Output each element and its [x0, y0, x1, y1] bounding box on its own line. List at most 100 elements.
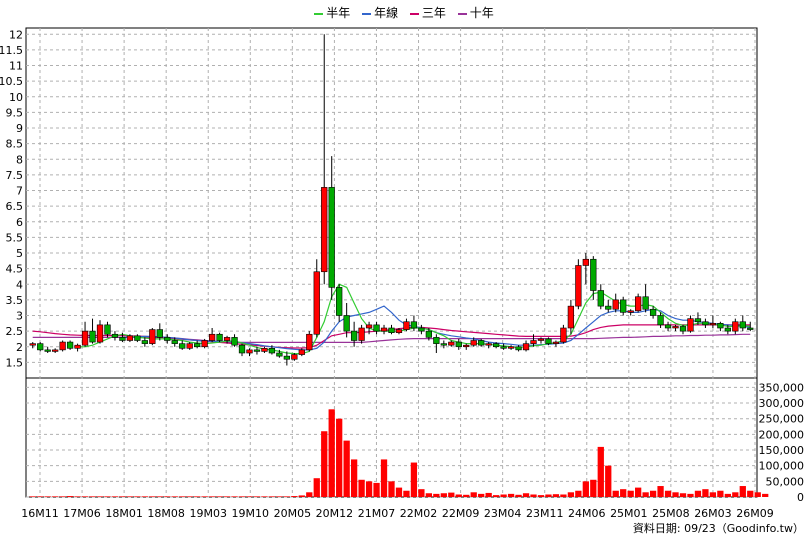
- candle-body: [642, 296, 649, 310]
- volume-bar: [403, 490, 410, 497]
- volume-bar: [261, 496, 268, 497]
- volume-bar: [179, 496, 186, 497]
- volume-bar: [37, 496, 44, 497]
- candle-body: [89, 330, 96, 343]
- volume-bar: [268, 496, 276, 497]
- candle-body: [119, 337, 126, 341]
- volume-tick-label: 0: [797, 491, 804, 504]
- candle-body: [395, 329, 403, 333]
- candle-body: [425, 330, 433, 338]
- candle-body: [732, 321, 739, 332]
- volume-bar: [388, 481, 395, 497]
- candle-body: [664, 324, 672, 329]
- candle-body: [44, 349, 51, 352]
- price-tick-label: 2: [16, 341, 23, 354]
- volume-tick-label: 50,000: [766, 475, 805, 488]
- candle-body: [261, 348, 268, 352]
- volume-bar: [298, 495, 305, 497]
- candle-body: [365, 324, 373, 329]
- candle-body: [238, 344, 246, 354]
- volume-bar: [246, 496, 253, 497]
- volume-bar: [560, 494, 567, 497]
- legend-item-ten-year: 十年: [457, 4, 494, 21]
- volume-bar: [186, 496, 193, 497]
- price-tick-label: 9.5: [6, 106, 24, 119]
- candle-body: [635, 296, 642, 312]
- candle-body: [605, 305, 612, 310]
- volume-bar: [657, 486, 664, 497]
- volume-bar: [96, 496, 104, 497]
- volume-bar: [552, 494, 560, 497]
- candle-body: [627, 310, 634, 313]
- candle-body: [201, 340, 208, 348]
- price-tick-label: 2.5: [6, 325, 24, 338]
- volume-bar: [164, 496, 171, 497]
- price-tick-label: 11: [9, 60, 23, 73]
- candle-body: [739, 321, 746, 329]
- volume-bar: [545, 494, 552, 497]
- volume-bar: [724, 493, 731, 497]
- volume-tick-label: 100,000: [759, 460, 805, 473]
- volume-bar: [739, 486, 746, 497]
- candle-body: [522, 343, 530, 351]
- candle-body: [336, 287, 343, 316]
- volume-bar: [642, 492, 649, 497]
- price-tick-label: 10: [9, 91, 23, 104]
- volume-tick-label: 200,000: [759, 428, 805, 441]
- x-tick-label: 20M12: [316, 507, 354, 520]
- candle-body: [208, 333, 216, 341]
- volume-bar: [208, 496, 216, 497]
- candle-body: [373, 324, 380, 332]
- volume-bar: [365, 481, 373, 497]
- volume-bar: [201, 496, 208, 497]
- candle-body: [612, 299, 619, 310]
- legend-item-half-year: 半年: [314, 4, 350, 21]
- volume-bar: [478, 493, 485, 497]
- candle-body: [66, 341, 74, 349]
- volume-bar: [81, 496, 89, 497]
- volume-bar: [425, 493, 433, 497]
- x-tick-label: 20M05: [274, 507, 312, 520]
- candle-body: [104, 324, 111, 335]
- volume-bar: [762, 493, 769, 497]
- volume-bar: [253, 496, 261, 497]
- volume-bar: [321, 431, 328, 497]
- volume-bar: [216, 496, 223, 497]
- volume-bar: [418, 489, 425, 497]
- volume-tick-label: 350,000: [759, 381, 805, 394]
- candle-body: [560, 327, 567, 343]
- x-tick-label: 26M03: [694, 507, 732, 520]
- volume-bar: [343, 440, 350, 497]
- candle-body: [485, 343, 492, 346]
- candle-body: [590, 258, 597, 291]
- candle-body: [687, 318, 694, 332]
- volume-bar: [156, 496, 163, 497]
- price-tick-label: 7: [16, 185, 23, 198]
- candle-body: [81, 330, 89, 346]
- candle-body: [134, 335, 141, 341]
- volume-bar: [717, 490, 724, 497]
- volume-bar: [672, 492, 679, 497]
- x-tick-label: 16M11: [21, 507, 59, 520]
- volume-bar: [141, 496, 148, 497]
- candle-body: [126, 335, 134, 341]
- x-tick-label: 25M01: [610, 507, 648, 520]
- price-tick-label: 12: [9, 28, 23, 41]
- volume-bar: [500, 494, 507, 497]
- candle-body: [194, 343, 201, 348]
- volume-bar: [679, 493, 687, 497]
- volume-bar: [410, 462, 418, 497]
- candle-body: [620, 299, 627, 313]
- candle-body: [156, 329, 163, 338]
- chart-legend: 半年 年線 三年 十年: [0, 4, 808, 21]
- volume-bar: [507, 493, 515, 497]
- volume-bar: [597, 446, 604, 497]
- candle-body: [358, 327, 365, 341]
- volume-bar: [732, 492, 739, 497]
- candle-body: [223, 337, 231, 341]
- candle-body: [141, 340, 148, 344]
- candle-body: [747, 327, 754, 330]
- candle-body: [350, 330, 358, 341]
- volume-bar: [485, 492, 492, 497]
